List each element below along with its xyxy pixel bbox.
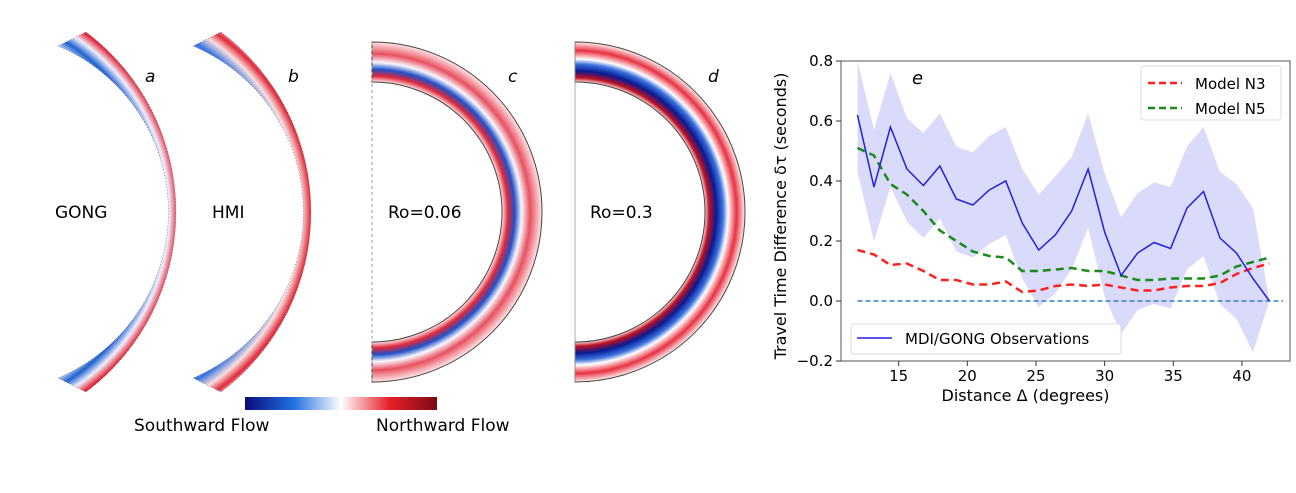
- panel-d-label: Ro=0.3: [590, 203, 653, 223]
- y-tick-label: 0.2: [809, 232, 833, 250]
- y-tick-label: 0.6: [809, 112, 833, 130]
- x-tick-label: 25: [1026, 367, 1045, 385]
- panel-a-letter: a: [145, 67, 155, 87]
- y-tick-label: 0.0: [809, 292, 833, 310]
- plot-frame: [840, 60, 1291, 362]
- panel-c-label: Ro=0.06: [388, 203, 462, 223]
- legend-label: Model N5: [1195, 100, 1266, 118]
- panel-a-map: [57, 31, 177, 393]
- x-axis-label: Distance Δ (degrees): [942, 386, 1110, 405]
- chart-e: 15 20 25 30 35 40 −0.2 0.0 0.2 0.4 0.6 0.8 Distance …: [771, 52, 1291, 405]
- series-line-model-n5: [856, 146, 1270, 282]
- panel-a-label: GONG: [55, 203, 107, 223]
- series-line-model-n3: [857, 248, 1270, 294]
- legend-label: MDI/GONG Observations: [905, 330, 1089, 348]
- panel-c-map: [371, 41, 543, 383]
- colorbar-left-label: Southward Flow: [134, 416, 270, 436]
- y-tick-label: −0.2: [797, 352, 833, 370]
- y-tick-label: 0.4: [809, 172, 833, 190]
- legend-label: Model N3: [1195, 75, 1266, 93]
- legend-models: [1140, 65, 1282, 121]
- series-line-mdi-gong-observations: [856, 114, 1271, 302]
- panel-b-letter: b: [288, 67, 299, 87]
- colorbar-right-label: Northward Flow: [376, 416, 510, 436]
- colorbar: [245, 397, 437, 410]
- observation-error-band: [857, 61, 1270, 352]
- y-tick-label: 0.8: [809, 52, 833, 70]
- panel-e-letter: e: [912, 68, 923, 89]
- panel-c-letter: c: [508, 67, 518, 87]
- y-axis-label: Travel Time Difference δτ (seconds): [771, 73, 790, 361]
- x-tick-label: 40: [1232, 367, 1251, 385]
- x-tick-label: 20: [958, 367, 977, 385]
- panel-b-map: [192, 31, 312, 393]
- x-tick-label: 30: [1095, 367, 1114, 385]
- x-tick-label: 15: [889, 367, 908, 385]
- panel-d-letter: d: [708, 67, 719, 87]
- panel-d-map: [574, 41, 746, 383]
- x-tick-label: 35: [1164, 367, 1183, 385]
- panel-b-label: HMI: [212, 203, 244, 223]
- legend-observations: [850, 323, 1122, 355]
